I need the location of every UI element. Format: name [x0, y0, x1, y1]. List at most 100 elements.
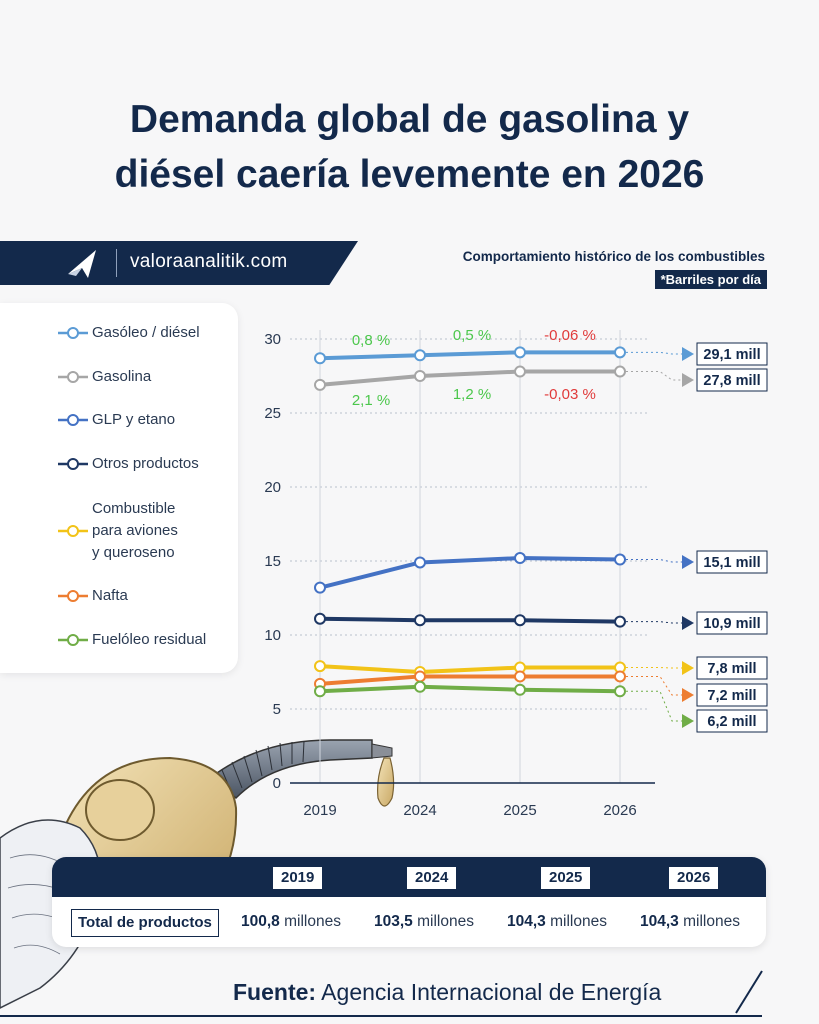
end-label: 29,1 mill — [703, 347, 760, 363]
legend-marker-icon — [58, 371, 88, 383]
end-label-box — [696, 656, 768, 680]
legend-marker-icon — [58, 327, 88, 339]
legend-label: Gasóleo / diésel — [92, 324, 200, 341]
totals-value-2026: 104,3 millones — [640, 913, 740, 930]
totals-year-2025: 2025 — [540, 866, 592, 890]
growth-annotation: -0,06 % — [544, 327, 596, 344]
end-label-box — [696, 709, 768, 733]
series-line — [319, 684, 621, 694]
data-point — [314, 352, 326, 365]
end-label-arrow-icon — [682, 555, 694, 569]
legend-marker-icon — [58, 414, 88, 426]
end-label: 7,2 mill — [707, 688, 756, 704]
chart-unit-badge: *Barriles por día — [654, 270, 767, 289]
legend-label: Nafta — [92, 587, 128, 604]
growth-annotation: 2,1 % — [352, 392, 390, 409]
legend-marker-icon — [58, 525, 88, 537]
data-point — [414, 680, 426, 693]
legend-item: GLP y etano — [58, 409, 175, 431]
series-line — [319, 350, 620, 361]
data-point — [414, 556, 426, 569]
legend-item: Gasóleo / diésel — [58, 322, 200, 344]
totals-value-2025: 104,3 millones — [507, 913, 607, 930]
end-label-arrow-icon — [682, 688, 694, 702]
page-title-line2: diésel caería levemente en 2026 — [114, 153, 705, 196]
end-label-arrow-icon — [682, 616, 694, 630]
end-label-box — [696, 368, 768, 392]
end-label-arrow-icon — [682, 373, 694, 387]
x-tick-label: 2019 — [303, 802, 336, 819]
source-footer — [0, 969, 762, 1017]
series-line — [319, 369, 620, 387]
totals-row-label: Total de productos — [71, 909, 219, 937]
data-point — [514, 670, 526, 683]
page-title-line1: Demanda global de gasolina y — [129, 98, 690, 141]
data-point — [314, 660, 326, 673]
end-label: 27,8 mill — [703, 373, 760, 389]
data-point — [314, 685, 326, 698]
series-line — [319, 674, 620, 686]
y-tick-label: 5 — [273, 701, 281, 718]
legend-marker-icon — [58, 590, 88, 602]
end-label-connector — [626, 559, 682, 563]
source-corner-accent — [735, 970, 763, 1014]
data-point — [414, 349, 426, 362]
end-label-box — [696, 550, 768, 574]
legend-marker-icon — [58, 634, 88, 646]
legend-item: Combustible para aviones y queroseno — [58, 498, 178, 564]
end-label: 10,9 mill — [703, 616, 760, 632]
x-tick-label: 2025 — [503, 802, 536, 819]
legend-item: Nafta — [58, 585, 128, 607]
end-label-arrow-icon — [682, 661, 694, 675]
totals-year-2019: 2019 — [272, 866, 324, 890]
y-tick-label: 15 — [264, 553, 281, 570]
growth-annotation: 1,2 % — [453, 386, 491, 403]
data-point — [614, 346, 626, 359]
y-tick-label: 0 — [273, 775, 281, 792]
legend-label: Gasolina — [92, 368, 152, 385]
legend-label: Fuelóleo residual — [92, 631, 207, 648]
growth-annotation: 0,8 % — [352, 332, 390, 349]
brand-site[interactable]: valoraanalitik.com — [130, 251, 288, 272]
data-point — [614, 365, 626, 378]
legend-marker-icon — [58, 458, 88, 470]
legend-label: GLP y etano — [92, 411, 176, 428]
brand-bar — [0, 241, 358, 285]
data-point — [514, 683, 526, 696]
end-label-box — [696, 611, 768, 635]
end-label-arrow-icon — [682, 347, 694, 361]
end-label-connector — [626, 371, 682, 381]
end-label-connector — [626, 690, 682, 722]
data-point — [414, 670, 426, 683]
end-label-arrow-icon — [682, 714, 694, 728]
x-tick-label: 2026 — [603, 802, 636, 819]
data-point — [314, 612, 326, 625]
x-tick-label: 2024 — [403, 802, 436, 819]
data-point — [514, 614, 526, 627]
series-line — [319, 664, 620, 674]
series-line — [319, 616, 621, 624]
legend-card — [0, 303, 238, 673]
series-line — [319, 556, 621, 590]
data-point — [514, 552, 526, 565]
data-point — [614, 670, 626, 683]
data-point — [314, 581, 326, 594]
legend-label: Combustible para aviones y queroseno — [92, 500, 178, 561]
data-point — [514, 365, 526, 378]
end-label: 7,8 mill — [707, 661, 756, 677]
y-tick-label: 30 — [264, 331, 281, 348]
end-label-connector — [626, 351, 682, 355]
end-label: 6,2 mill — [707, 714, 756, 730]
data-point — [614, 685, 626, 698]
legend-item: Fuelóleo residual — [58, 629, 206, 651]
data-point — [414, 370, 426, 382]
end-label-connector — [626, 675, 682, 696]
totals-value-2024: 103,5 millones — [374, 913, 474, 930]
source-text: Fuente: Agencia Internacional de Energía — [233, 979, 662, 1005]
brand-divider — [116, 249, 117, 277]
end-label-box — [696, 683, 768, 707]
growth-annotation: 0,5 % — [453, 327, 491, 344]
data-point — [514, 346, 526, 359]
end-label: 15,1 mill — [703, 555, 760, 571]
